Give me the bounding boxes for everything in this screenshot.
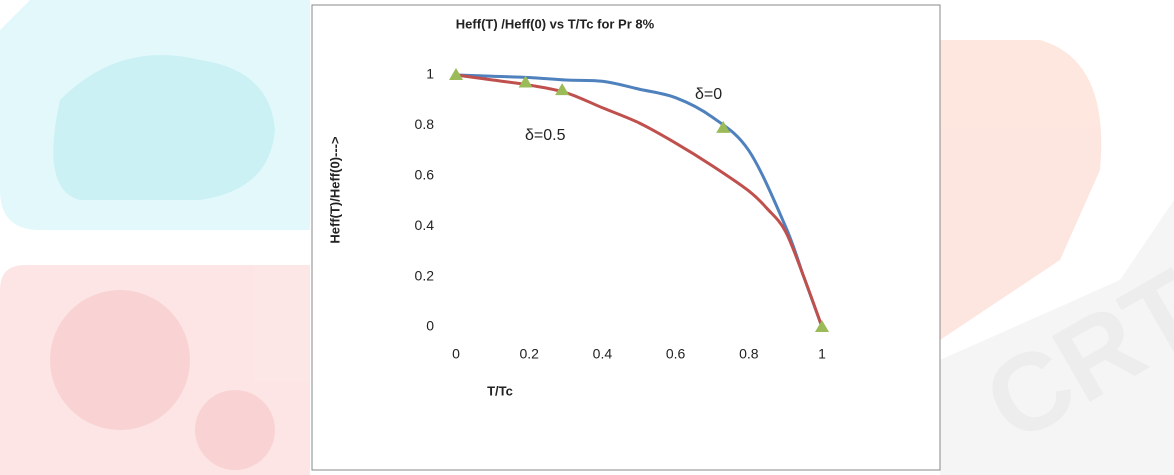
marker xyxy=(815,320,829,332)
watermark-shape xyxy=(50,290,190,430)
x-tick-label: 0 xyxy=(452,346,460,362)
watermark-shape xyxy=(53,55,276,200)
x-tick-label: 0.8 xyxy=(739,346,759,362)
marker xyxy=(449,68,463,80)
annotation: δ=0 xyxy=(695,86,722,103)
y-tick-label: 0.2 xyxy=(415,267,435,283)
x-tick-label: 0.2 xyxy=(519,346,539,362)
y-tick-label: 1 xyxy=(426,66,434,82)
y-tick-label: 0.8 xyxy=(415,116,435,132)
watermark-shape xyxy=(195,390,275,470)
chart-frame xyxy=(311,4,941,471)
x-axis-label: T/Tc xyxy=(487,383,513,398)
annotation: δ=0.5 xyxy=(525,127,566,144)
y-tick-label: 0.4 xyxy=(415,217,435,233)
y-tick-label: 0 xyxy=(426,318,434,334)
marker xyxy=(518,75,533,88)
y-tick-label: 0.6 xyxy=(415,167,435,183)
x-tick-label: 0.6 xyxy=(666,346,686,362)
watermark-shape xyxy=(940,200,1174,475)
watermark-shape xyxy=(940,40,1102,340)
marker xyxy=(555,83,570,96)
chart-title: Heff(T) /Heff(0) vs T/Tc for Pr 8% xyxy=(456,16,655,31)
marker xyxy=(716,120,731,133)
x-tick-label: 1 xyxy=(818,346,826,362)
line-series xyxy=(455,73,824,328)
y-axis-label: Heff(T)/Heff(0)---> xyxy=(327,136,342,244)
x-tick-label: 0.4 xyxy=(593,346,613,362)
